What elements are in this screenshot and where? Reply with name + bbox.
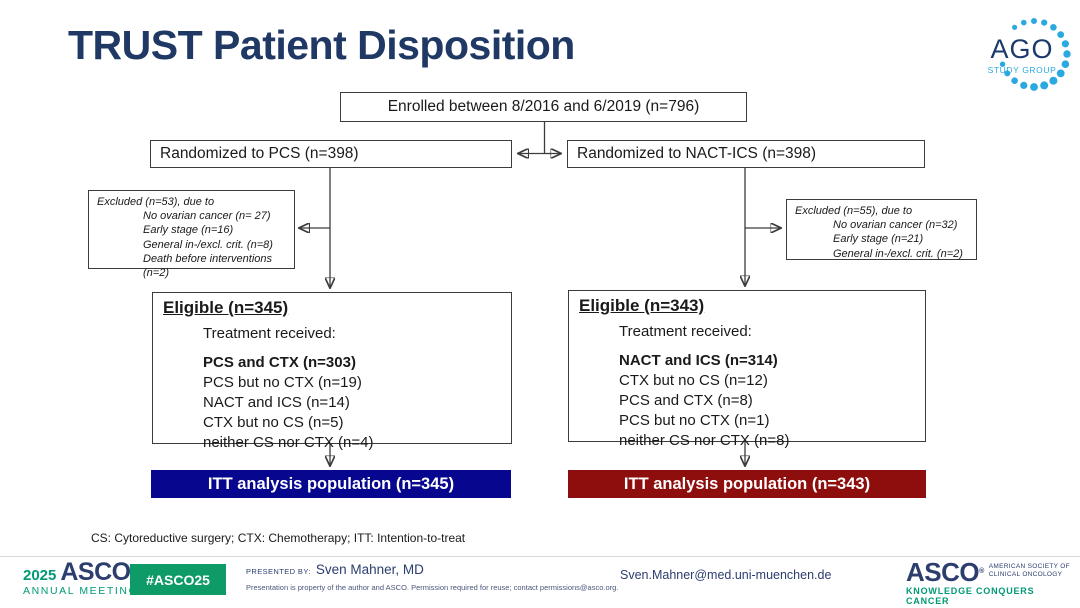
enrolled-box: Enrolled between 8/2016 and 6/2019 (n=79… [340,92,747,122]
randomized-pcs-box: Randomized to PCS (n=398) [150,140,512,168]
excluded-pcs-box: Excluded (n=53), due to No ovarian cance… [88,190,295,279]
hashtag-text: #ASCO25 [146,571,210,588]
eligible-nact-item: neither CS nor CTX (n=8) [619,432,790,449]
excluded-pcs-item: Death before interventions (n=2) [143,252,273,280]
treatment-received-label: Treatment received: [619,323,752,340]
eligible-pcs-box: Eligible (n=345) Treatment received: PCS… [152,292,512,451]
excluded-nact-box: Excluded (n=55), due to No ovarian cance… [786,199,977,260]
eligible-nact-primary: NACT and ICS (n=314) [619,352,778,369]
excluded-pcs-item: General in-/excl. crit. (n=8) [143,238,273,251]
abbreviations-footnote: CS: Cytoreductive surgery; CTX: Chemothe… [91,531,466,545]
presenter-email: Sven.Mahner@med.uni-muenchen.de [620,568,832,582]
ago-logo-subtitle: STUDY GROUP [987,65,1057,75]
excluded-pcs-item: No ovarian cancer (n= 27) [143,210,271,223]
hashtag-badge: #ASCO25 [130,564,226,595]
asco-tagline-line2: CLINICAL ONCOLOGY [988,571,1063,578]
asco-society-logo: ASCO® AMERICAN SOCIETY OF CLINICAL ONCOL… [906,557,1080,606]
eligible-nact-item: PCS but no CTX (n=1) [619,412,770,429]
asco-annual-meeting-logo: 2025 ASCO® ANNUAL MEETING [23,560,139,598]
footer-divider [0,556,1080,557]
eligible-pcs-item: CTX but no CS (n=5) [203,414,344,431]
eligible-pcs-item: neither CS nor CTX (n=4) [203,434,374,451]
randomized-nact-text: Randomized to NACT-ICS (n=398) [577,145,817,162]
asco-motto: KNOWLEDGE CONQUERS CANCER [906,586,1035,606]
eligible-pcs-header: Eligible (n=345) [163,298,289,317]
eligible-nact-item: PCS and CTX (n=8) [619,392,753,409]
ago-study-group-logo: AGO STUDY GROUP [982,8,1080,100]
meeting-year: 2025 [23,567,57,584]
registered-mark: ® [979,568,984,575]
eligible-nact-item: CTX but no CS (n=12) [619,372,768,389]
meeting-org: ASCO® [60,560,135,585]
enrolled-text: Enrolled between 8/2016 and 6/2019 (n=79… [387,98,700,115]
itt-population-nact-text: ITT analysis population (n=343) [623,474,871,493]
randomized-pcs-text: Randomized to PCS (n=398) [160,145,359,162]
excluded-nact-item: General in-/excl. crit. (n=2) [833,247,963,260]
ago-dots-circle-icon [999,18,1071,91]
presented-by-label: PRESENTED BY: [246,567,311,576]
eligible-nact-header: Eligible (n=343) [579,296,705,315]
itt-population-pcs-box: ITT analysis population (n=345) [151,470,511,498]
eligible-nact-box: Eligible (n=343) Treatment received: NAC… [568,290,926,449]
asco-taglines: AMERICAN SOCIETY OF CLINICAL ONCOLOGY [989,563,1070,579]
meeting-name: ANNUAL MEETING [23,585,139,597]
eligible-pcs-primary: PCS and CTX (n=303) [203,354,356,371]
excluded-pcs-header: Excluded (n=53), due to [97,196,215,208]
eligible-pcs-item: NACT and ICS (n=14) [203,394,350,411]
eligible-pcs-item: PCS but no CTX (n=19) [203,374,362,391]
presented-by-block: PRESENTED BY: Sven Mahner, MD Presentati… [246,562,618,592]
excluded-nact-item: Early stage (n=21) [833,233,924,246]
asco-logo-text: ASCO® [906,557,984,587]
treatment-received-label: Treatment received: [203,325,336,342]
itt-population-nact-box: ITT analysis population (n=343) [568,470,926,498]
permission-disclaimer: Presentation is property of the author a… [246,583,619,592]
page-title: TRUST Patient Disposition [68,22,575,68]
asco-tagline-line1: AMERICAN SOCIETY OF [988,563,1070,570]
excluded-pcs-item: Early stage (n=16) [143,224,234,237]
excluded-nact-header: Excluded (n=55), due to [795,205,913,217]
ago-logo-text: AGO [990,34,1054,64]
randomized-nact-box: Randomized to NACT-ICS (n=398) [567,140,925,168]
excluded-nact-item: No ovarian cancer (n=32) [833,219,958,232]
itt-population-pcs-text: ITT analysis population (n=345) [207,474,455,493]
presenter-name: Sven Mahner, MD [315,562,424,577]
